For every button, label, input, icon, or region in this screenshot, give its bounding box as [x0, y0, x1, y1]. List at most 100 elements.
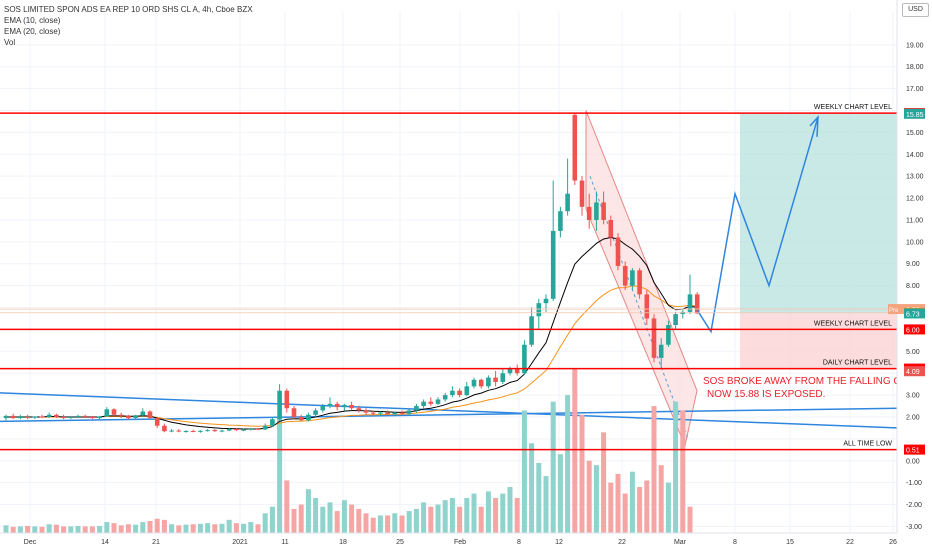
- volume-bar: [10, 526, 16, 533]
- volume-bar: [449, 497, 455, 533]
- level-price-tag: 0.51: [906, 448, 920, 455]
- volume-bar: [53, 524, 59, 533]
- volume-bar: [680, 410, 686, 533]
- candle-body: [478, 379, 484, 387]
- candle-body: [471, 379, 477, 387]
- volume-bar: [97, 525, 103, 533]
- candle-body: [3, 415, 9, 419]
- candle-body: [658, 344, 664, 358]
- volume-bar: [457, 506, 463, 533]
- candle-body: [32, 416, 38, 418]
- annotation-line1: SOS BROKE AWAY FROM THE FALLING CHANN: [703, 376, 929, 387]
- volume-bar: [68, 526, 74, 533]
- candle-body: [291, 408, 297, 417]
- volume-bar: [133, 524, 139, 533]
- x-tick-label: 26: [889, 539, 897, 546]
- candle-body: [54, 414, 59, 417]
- candle-body: [306, 414, 311, 421]
- y-tick-label: 11.00: [906, 217, 923, 224]
- ema10-legend[interactable]: EMA (10, close): [4, 16, 61, 25]
- candle-body: [442, 395, 448, 400]
- ema20-legend[interactable]: EMA (20, close): [4, 27, 61, 36]
- volume-bar: [586, 460, 592, 533]
- volume-bar: [665, 482, 671, 533]
- candle-body: [414, 406, 419, 411]
- candle-body: [183, 430, 189, 432]
- volume-bar: [226, 519, 232, 533]
- candle-body: [61, 416, 66, 419]
- candle-body: [97, 416, 102, 419]
- volume-bar: [334, 511, 340, 533]
- candle-body: [399, 412, 405, 414]
- volume-bar: [219, 523, 225, 533]
- candle-body: [248, 428, 254, 430]
- projection-path: [696, 116, 819, 334]
- volume-bar: [269, 506, 275, 533]
- candle-body: [162, 425, 167, 432]
- candle-body: [622, 265, 628, 286]
- volume-bar: [291, 508, 297, 533]
- volume-bar: [169, 524, 175, 533]
- candle-body: [630, 270, 635, 286]
- volume-bar: [370, 517, 376, 533]
- candle-body: [586, 206, 592, 220]
- candle-body: [572, 114, 578, 181]
- candle-body: [435, 399, 441, 404]
- candle-body: [507, 368, 513, 374]
- x-tick-label: 22: [846, 539, 854, 546]
- volume-bar: [233, 523, 239, 533]
- volume-bar: [572, 368, 578, 533]
- candle-body: [392, 412, 398, 415]
- candle-body: [370, 412, 376, 414]
- volume-bar: [377, 515, 383, 533]
- volume-bar: [111, 523, 117, 533]
- y-tick-label: 19.00: [906, 42, 924, 49]
- candle-body: [219, 430, 225, 432]
- candle-body: [169, 430, 174, 432]
- x-tick-label: 22: [618, 539, 626, 546]
- level-price-tag-bg: [904, 324, 925, 335]
- volume-bar: [593, 465, 599, 533]
- candle-body: [543, 298, 549, 304]
- candle-body: [565, 193, 570, 212]
- volume-bar: [428, 506, 434, 533]
- x-tick-label: 15: [786, 539, 794, 546]
- volume-bar: [413, 508, 419, 533]
- candle-body: [349, 404, 354, 409]
- y-tick-label: 3.00: [906, 393, 920, 400]
- candle-body: [18, 416, 23, 419]
- volume-bar: [601, 432, 607, 533]
- volume-bar: [565, 395, 571, 533]
- volume-bar: [637, 487, 643, 533]
- volume-bar: [651, 406, 657, 533]
- volume-bar: [406, 511, 412, 533]
- candle-body: [536, 303, 542, 317]
- volume-legend[interactable]: Vol: [4, 38, 16, 47]
- volume-bar: [615, 473, 621, 533]
- y-tick-label: 9.00: [906, 261, 920, 268]
- candle-body: [212, 430, 218, 432]
- volume-bar: [75, 525, 81, 533]
- volume-bar: [327, 502, 333, 533]
- volume-bar: [349, 504, 355, 533]
- volume-bar: [89, 526, 95, 533]
- y-tick-label: 17.00: [906, 86, 924, 93]
- target-zone: [740, 113, 897, 314]
- volume-bar: [17, 526, 23, 533]
- candle-body: [457, 390, 462, 396]
- currency-button[interactable]: USD: [902, 3, 929, 17]
- x-tick-label: 12: [555, 539, 563, 546]
- volume-bar: [248, 522, 254, 533]
- candle-body: [205, 430, 210, 432]
- candle-body: [46, 414, 52, 417]
- volume-bar: [39, 526, 45, 533]
- volume-bar: [536, 462, 542, 533]
- candle-body: [500, 373, 506, 382]
- y-tick-label: 14.00: [906, 152, 924, 159]
- candle-body: [637, 270, 642, 295]
- volume-bar: [140, 522, 146, 533]
- volume-bar: [478, 506, 484, 533]
- candle-body: [550, 230, 556, 299]
